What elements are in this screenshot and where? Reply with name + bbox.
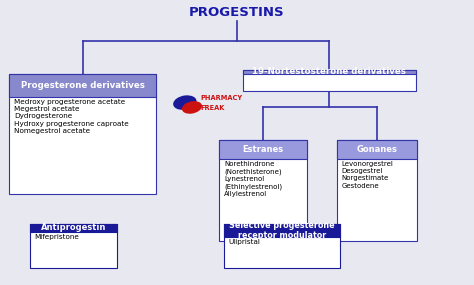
Text: FREAK: FREAK	[201, 105, 225, 111]
Text: PROGESTINS: PROGESTINS	[189, 6, 285, 19]
Text: Progesterone derivatives: Progesterone derivatives	[21, 81, 145, 90]
FancyBboxPatch shape	[29, 224, 117, 232]
Text: Medroxy progesterone acetate
Megestrol acetate
Dydrogesterone
Hydroxy progestero: Medroxy progesterone acetate Megestrol a…	[14, 99, 129, 134]
Text: Levonorgestrel
Desogestrel
Norgestimate
Gestodene: Levonorgestrel Desogestrel Norgestimate …	[341, 161, 393, 189]
Text: Mifepristone: Mifepristone	[34, 234, 79, 240]
FancyBboxPatch shape	[224, 224, 340, 237]
Text: 19-Nortestosterone derivatives: 19-Nortestosterone derivatives	[253, 67, 406, 76]
Ellipse shape	[173, 95, 197, 110]
FancyBboxPatch shape	[337, 140, 417, 159]
FancyBboxPatch shape	[29, 224, 117, 268]
FancyBboxPatch shape	[243, 70, 416, 91]
FancyBboxPatch shape	[219, 140, 307, 241]
Ellipse shape	[182, 101, 202, 114]
Text: Antiprogestin: Antiprogestin	[41, 223, 106, 233]
FancyBboxPatch shape	[224, 224, 340, 268]
Text: Gonanes: Gonanes	[356, 145, 397, 154]
FancyBboxPatch shape	[337, 140, 417, 241]
FancyBboxPatch shape	[9, 74, 156, 97]
Text: Ulipristal: Ulipristal	[228, 239, 261, 245]
FancyBboxPatch shape	[9, 74, 156, 194]
FancyBboxPatch shape	[219, 140, 307, 159]
Text: PHARMACY: PHARMACY	[201, 95, 243, 101]
Text: Selective progesterone
receptor modulator: Selective progesterone receptor modulato…	[229, 221, 335, 240]
FancyBboxPatch shape	[243, 70, 416, 74]
Text: Estranes: Estranes	[243, 145, 283, 154]
Text: Norethindrone
(Norethisterone)
Lynestrenol
(Ethinylestrenol)
Allylestrenol: Norethindrone (Norethisterone) Lynestren…	[224, 161, 282, 197]
